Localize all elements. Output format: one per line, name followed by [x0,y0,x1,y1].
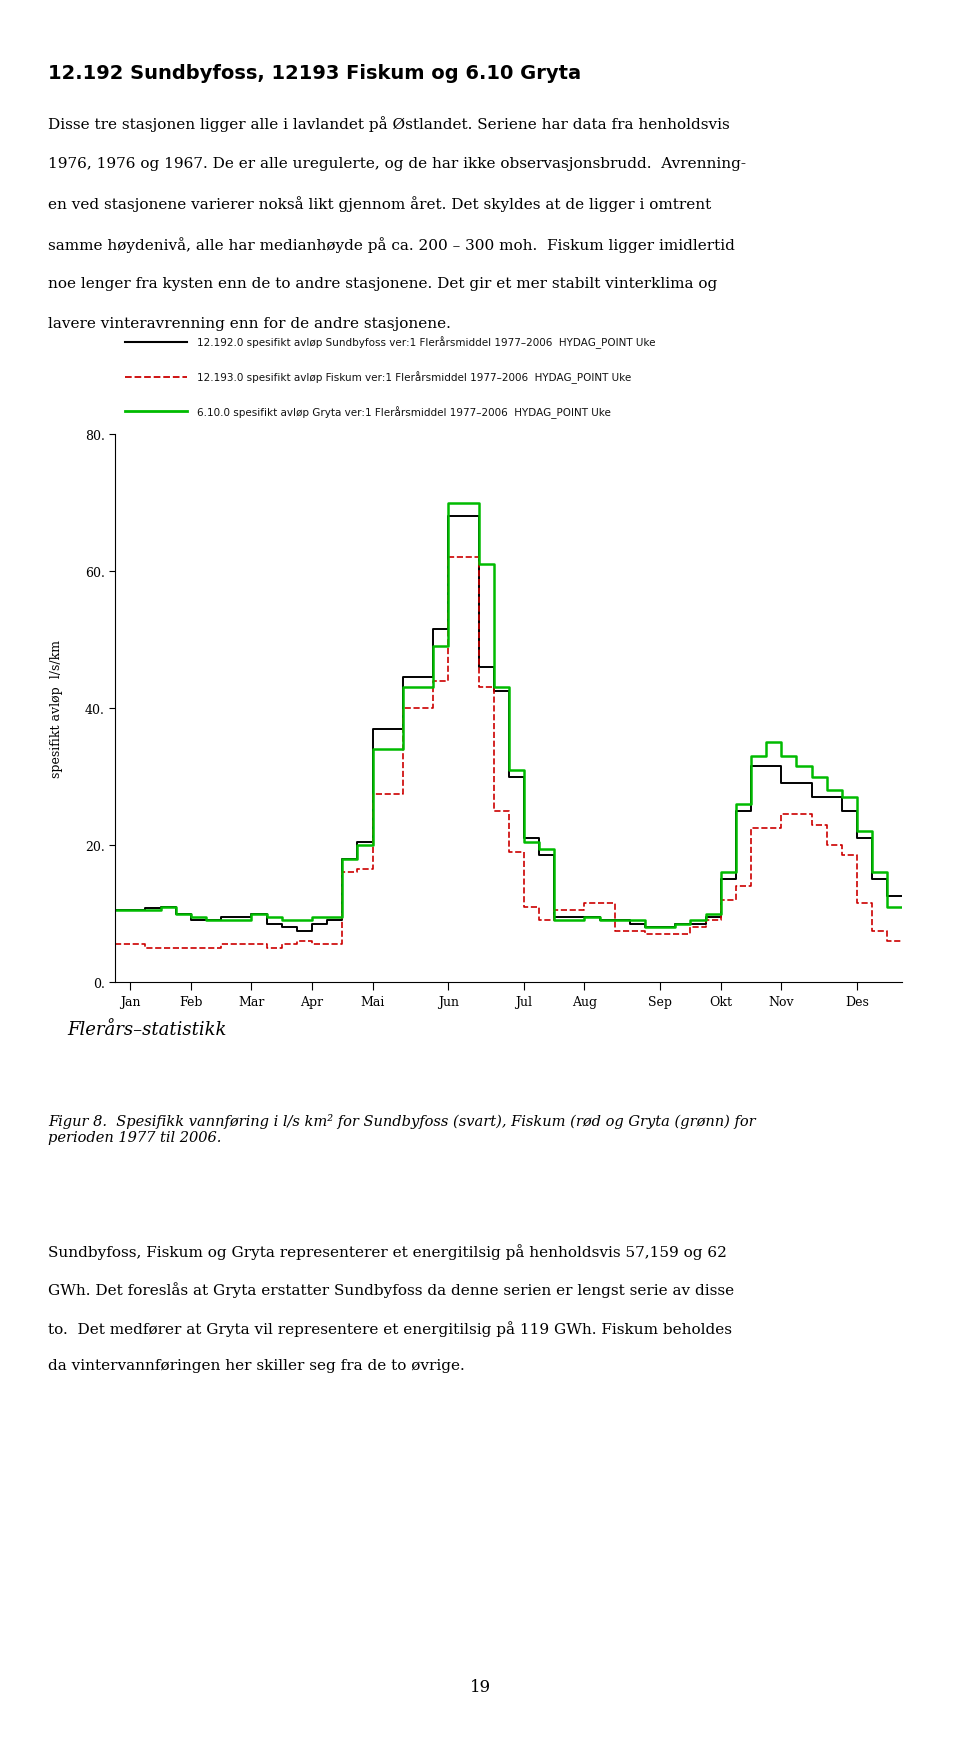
Text: lavere vinteravrenning enn for de andre stasjonene.: lavere vinteravrenning enn for de andre … [48,316,451,330]
Text: noe lenger fra kysten enn de to andre stasjonene. Det gir et mer stabilt vinterk: noe lenger fra kysten enn de to andre st… [48,277,717,290]
Text: da vintervannføringen her skiller seg fra de to øvrige.: da vintervannføringen her skiller seg fr… [48,1358,465,1372]
Text: Figur 8.  Spesifikk vannføring i l/s km² for Sundbyfoss (svart), Fiskum (rød og : Figur 8. Spesifikk vannføring i l/s km² … [48,1113,756,1144]
Text: GWh. Det foreslås at Gryta erstatter Sundbyfoss da denne serien er lengst serie : GWh. Det foreslås at Gryta erstatter Sun… [48,1282,734,1297]
Text: en ved stasjonene varierer nokså likt gjennom året. Det skyldes at de ligger i o: en ved stasjonene varierer nokså likt gj… [48,197,711,212]
Text: to.  Det medfører at Gryta vil representere et energitilsig på 119 GWh. Fiskum b: to. Det medfører at Gryta vil represente… [48,1320,732,1336]
Text: 12.192.0 spesifikt avløp Sundbyfoss ver:1 Flerårsmiddel 1977–2006  HYDAG_POINT U: 12.192.0 spesifikt avløp Sundbyfoss ver:… [197,336,656,350]
Text: 1976, 1976 og 1967. De er alle uregulerte, og de har ikke observasjonsbrudd.  Av: 1976, 1976 og 1967. De er alle uregulert… [48,157,746,170]
Text: 12.192 Sundbyfoss, 12193 Fiskum og 6.10 Gryta: 12.192 Sundbyfoss, 12193 Fiskum og 6.10 … [48,64,581,83]
Text: Flerårs–statistikk: Flerårs–statistikk [67,1021,227,1038]
Text: 6.10.0 spesifikt avløp Gryta ver:1 Flerårsmiddel 1977–2006  HYDAG_POINT Uke: 6.10.0 spesifikt avløp Gryta ver:1 Flerå… [197,405,611,419]
Text: 12.193.0 spesifikt avløp Fiskum ver:1 Flerårsmiddel 1977–2006  HYDAG_POINT Uke: 12.193.0 spesifikt avløp Fiskum ver:1 Fl… [197,370,631,384]
Text: Sundbyfoss, Fiskum og Gryta representerer et energitilsig på henholdsvis 57,159 : Sundbyfoss, Fiskum og Gryta representere… [48,1243,727,1259]
Text: Disse tre stasjonen ligger alle i lavlandet på Østlandet. Seriene har data fra h: Disse tre stasjonen ligger alle i lavlan… [48,117,730,132]
Text: samme høydenivå, alle har medianhøyde på ca. 200 – 300 moh.  Fiskum ligger imidl: samme høydenivå, alle har medianhøyde på… [48,237,734,252]
Text: 19: 19 [469,1678,491,1696]
Text: spesifikt avløp  l/s/km: spesifikt avløp l/s/km [50,640,62,777]
